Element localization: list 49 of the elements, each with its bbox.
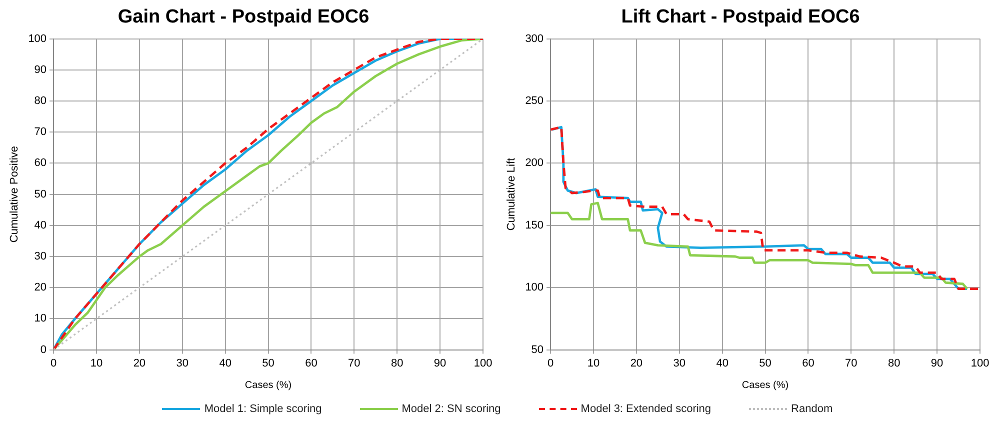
- x-tick-label: 10: [90, 357, 103, 370]
- legend-label: Random: [791, 403, 833, 415]
- x-tick-label: 80: [390, 357, 404, 370]
- x-tick-label: 10: [587, 357, 600, 370]
- x-tick-label: 20: [630, 357, 643, 370]
- legend-label: Model 3: Extended scoring: [580, 403, 712, 415]
- y-tick-label: 20: [34, 282, 47, 294]
- x-tick-label: 40: [219, 357, 232, 370]
- y-tick-label: 100: [28, 32, 47, 45]
- y-tick-label: 10: [34, 312, 47, 325]
- chart-title: Lift Chart - Postpaid EOC6: [621, 6, 860, 28]
- x-tick-label: 70: [348, 357, 360, 370]
- y-tick-label: 150: [525, 219, 544, 232]
- y-tick-label: 90: [34, 64, 47, 76]
- y-tick-label: 80: [34, 95, 47, 108]
- y-tick-label: 50: [531, 344, 544, 356]
- y-tick-label: 60: [34, 157, 47, 170]
- x-tick-label: 80: [888, 357, 900, 370]
- x-tick-label: 90: [930, 357, 944, 370]
- y-axis-title: Cumulative Lift: [506, 158, 518, 231]
- chart-title: Gain Chart - Postpaid EOC6: [118, 6, 370, 28]
- x-tick-label: 100: [970, 357, 990, 370]
- x-tick-label: 30: [176, 357, 189, 370]
- x-tick-label: 30: [673, 357, 686, 370]
- x-tick-label: 20: [133, 357, 146, 370]
- y-tick-label: 300: [525, 32, 544, 45]
- x-axis-title: Cases (%): [244, 380, 292, 391]
- x-tick-label: 0: [547, 357, 554, 370]
- x-tick-label: 60: [802, 357, 814, 370]
- x-tick-label: 60: [305, 357, 318, 370]
- y-tick-label: 0: [40, 344, 47, 356]
- y-tick-label: 250: [525, 95, 544, 108]
- x-tick-label: 0: [50, 357, 57, 370]
- y-tick-label: 30: [34, 250, 47, 263]
- y-tick-label: 100: [525, 282, 544, 294]
- x-axis-title: Cases (%): [742, 380, 789, 391]
- x-tick-label: 70: [845, 357, 858, 370]
- x-tick-label: 90: [434, 357, 446, 370]
- legend-label: Model 2: SN scoring: [402, 403, 501, 415]
- y-axis-title: Cumulative Positive: [8, 146, 21, 243]
- y-tick-label: 70: [34, 126, 47, 138]
- x-tick-label: 50: [262, 357, 274, 370]
- y-tick-label: 50: [34, 188, 47, 200]
- y-tick-label: 200: [525, 157, 544, 170]
- legend-label: Model 1: Simple scoring: [204, 403, 322, 415]
- x-tick-label: 100: [474, 357, 492, 370]
- x-tick-label: 40: [716, 357, 728, 370]
- y-tick-label: 40: [34, 219, 47, 232]
- x-tick-label: 50: [759, 357, 772, 370]
